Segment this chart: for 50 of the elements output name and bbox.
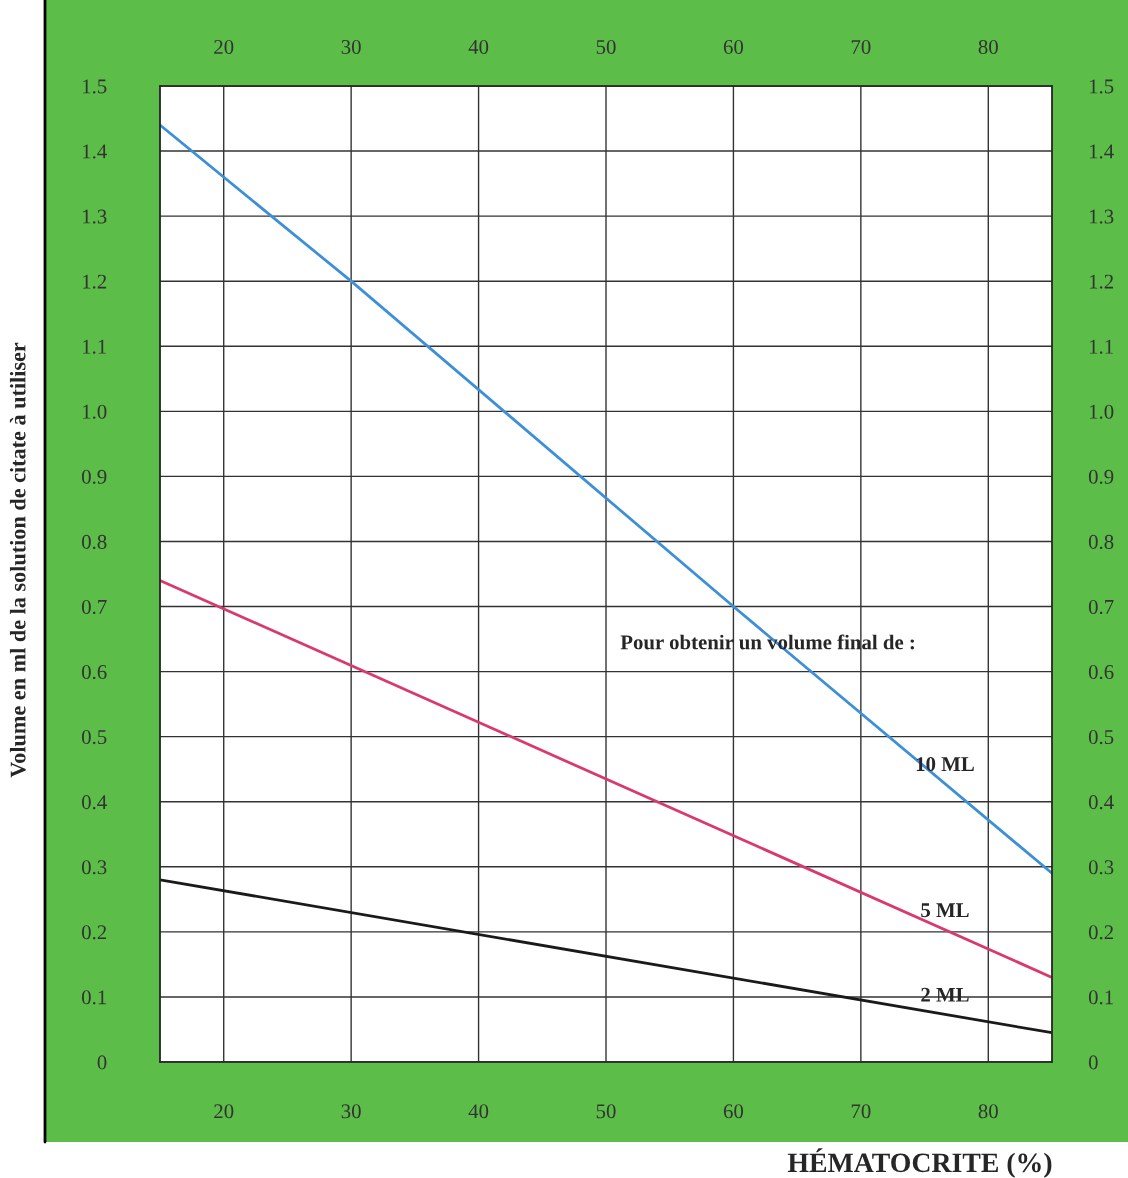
y-tick-label: 0.5 <box>81 730 107 745</box>
x2-tick-label: 80 <box>978 1104 998 1119</box>
x-tick-label: 60 <box>723 39 744 54</box>
y-tick-label: 0.9 <box>81 469 107 484</box>
y-tick-label: 1.4 <box>83 144 107 159</box>
y2-tick-label: 0.8 <box>1088 534 1114 549</box>
x-axis-title: HÉMATOCRITE (%) <box>787 1148 1052 1178</box>
x2-tick-label: 20 <box>214 1104 234 1119</box>
y-tick-label: 0 <box>97 1055 107 1070</box>
y-tick-label: 0.2 <box>81 925 107 940</box>
line-series <box>160 123 1052 875</box>
y2-tick-label: 0.2 <box>1088 925 1113 940</box>
y-tick-label: 1.1 <box>83 339 106 354</box>
x-tick-label: 70 <box>851 39 871 54</box>
series-label: 5 ML <box>921 903 969 918</box>
x-tick-label: 20 <box>214 39 234 54</box>
x2-tick-label: 50 <box>596 1104 616 1119</box>
y2-tick-label: 0.3 <box>1088 860 1114 875</box>
x-tick-label: 40 <box>468 39 489 54</box>
x2-tick-label: 40 <box>468 1104 489 1119</box>
x-tick-label: 50 <box>596 39 616 54</box>
y-axis-title: Volume en ml de la solution de citate à utiliser <box>9 342 26 778</box>
y2-tick-label: 1.4 <box>1089 144 1114 159</box>
y2-tick-label: 1.5 <box>1089 79 1114 94</box>
x-tick-label: 80 <box>978 39 998 54</box>
x2-tick-label: 30 <box>341 1104 361 1119</box>
y2-tick-label: 0.6 <box>1088 664 1114 680</box>
y-tick-label: 0.7 <box>81 599 107 615</box>
y-tick-label: 1.0 <box>83 404 107 419</box>
y2-tick-label: 0 <box>1088 1055 1098 1070</box>
y-tick-label: 0.4 <box>81 795 107 810</box>
x2-tick-label: 70 <box>851 1104 871 1119</box>
y2-tick-label: 1.0 <box>1089 404 1114 419</box>
y-tick-label: 1.3 <box>83 209 107 224</box>
y-tick-label: 0.8 <box>81 534 107 549</box>
y-tick-label: 1.2 <box>83 274 107 289</box>
y2-tick-label: 0.7 <box>1088 599 1114 615</box>
y2-tick-label: 0.4 <box>1088 795 1114 810</box>
y2-tick-label: 0.9 <box>1088 469 1114 484</box>
y2-tick-label: 0.1 <box>1088 990 1113 1005</box>
y-tick-label: 0.6 <box>81 664 107 680</box>
y2-tick-label: 1.1 <box>1089 339 1113 354</box>
y2-tick-label: 1.2 <box>1089 274 1113 289</box>
x-tick-label: 30 <box>341 39 361 54</box>
y2-tick-label: 0.5 <box>1088 730 1114 745</box>
x2-tick-label: 60 <box>723 1104 744 1119</box>
y-tick-label: 0.3 <box>81 860 107 875</box>
y2-tick-label: 1.3 <box>1089 209 1114 224</box>
y-tick-label: 0.1 <box>81 990 106 1005</box>
y-tick-label: 1.5 <box>83 79 107 94</box>
